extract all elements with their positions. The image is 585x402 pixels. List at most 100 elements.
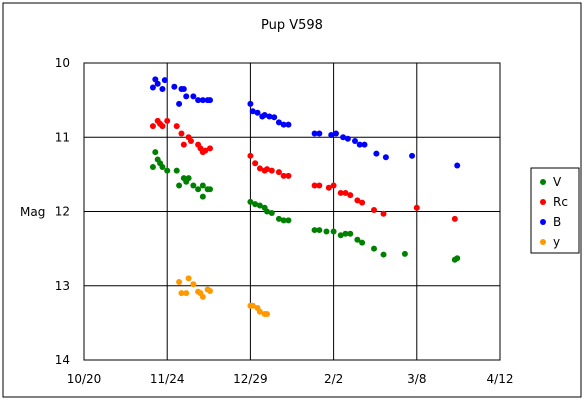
data-point	[249, 302, 256, 309]
data-point	[199, 97, 206, 104]
data-point	[199, 193, 206, 200]
data-point	[330, 228, 337, 235]
data-point	[328, 132, 335, 139]
data-point	[275, 169, 282, 176]
data-point	[256, 202, 263, 209]
legend-entries: V Rc By	[540, 175, 568, 249]
data-point	[285, 217, 292, 224]
x-tick-label: 3/8	[407, 372, 426, 386]
legend-label: B	[553, 215, 561, 229]
x-tick-label: 4/12	[487, 372, 514, 386]
data-point	[268, 209, 275, 216]
data-point	[454, 162, 461, 169]
data-point	[247, 152, 254, 159]
data-point	[190, 182, 197, 189]
data-point	[280, 217, 287, 224]
data-point	[152, 76, 159, 83]
data-point	[264, 310, 271, 317]
y-tick-label: 12	[55, 205, 70, 219]
x-tick-label: 10/20	[67, 372, 102, 386]
data-point	[190, 281, 197, 288]
data-point	[261, 111, 268, 118]
data-point	[340, 134, 347, 141]
data-point	[311, 130, 318, 137]
data-point	[285, 121, 292, 128]
data-point	[171, 83, 178, 90]
legend-marker	[540, 179, 546, 185]
data-point	[413, 204, 420, 211]
data-point	[199, 182, 206, 189]
data-point	[280, 172, 287, 179]
data-point	[185, 175, 192, 182]
plot-area-border	[83, 62, 501, 361]
legend-marker	[540, 239, 546, 245]
y-tick-label: 13	[55, 279, 70, 293]
data-point	[173, 167, 180, 174]
chart-title: Pup V598	[261, 18, 323, 33]
data-point	[264, 208, 271, 215]
y-tick-label: 10	[55, 56, 70, 70]
data-point	[275, 119, 282, 126]
data-point	[266, 113, 273, 120]
y-axis-label: Mag	[20, 205, 45, 219]
y-axis-tick-labels: 10 11 12 13 14	[55, 56, 70, 367]
legend-label: Rc	[553, 195, 568, 209]
series-b	[149, 76, 461, 169]
data-point	[173, 123, 180, 130]
data-point	[330, 182, 337, 189]
data-point	[149, 163, 156, 170]
data-point	[252, 160, 259, 167]
data-point	[454, 255, 461, 262]
data-point	[254, 109, 261, 116]
data-point	[380, 210, 387, 217]
data-point	[149, 123, 156, 130]
data-point	[159, 85, 166, 92]
data-point	[268, 167, 275, 174]
data-point	[354, 236, 361, 243]
data-point	[347, 192, 354, 199]
data-point	[332, 130, 339, 137]
data-point	[249, 108, 256, 115]
data-point	[401, 250, 408, 257]
series-rc	[149, 117, 458, 222]
data-point	[361, 141, 368, 148]
data-point	[178, 130, 185, 137]
data-point	[371, 207, 378, 214]
data-point	[373, 150, 380, 157]
data-point	[359, 199, 366, 206]
data-point	[285, 172, 292, 179]
data-point	[247, 100, 254, 107]
legend-marker	[540, 219, 546, 225]
data-point	[359, 239, 366, 246]
data-point	[159, 123, 166, 130]
data-point	[164, 117, 171, 124]
data-point	[206, 97, 213, 104]
data-point	[382, 154, 389, 161]
y-tick-label: 14	[55, 353, 70, 367]
data-point	[149, 84, 156, 91]
data-point	[190, 93, 197, 100]
data-point	[206, 145, 213, 152]
x-axis-tick-labels: 10/20 11/24 12/29 2/2 3/8 4/12	[67, 372, 514, 386]
data-point	[154, 80, 161, 87]
data-point	[337, 189, 344, 196]
data-point	[183, 290, 190, 297]
data-point	[325, 184, 332, 191]
data-point	[195, 97, 202, 104]
data-point	[316, 227, 323, 234]
x-tick-label: 11/24	[150, 372, 185, 386]
data-point	[275, 215, 282, 222]
data-point	[354, 197, 361, 204]
data-point	[252, 201, 259, 208]
data-point	[256, 308, 263, 315]
data-point	[316, 182, 323, 189]
data-point	[178, 290, 185, 297]
data-point	[264, 166, 271, 173]
data-point	[311, 182, 318, 189]
data-point	[342, 230, 349, 237]
legend-marker	[540, 199, 546, 205]
data-point	[323, 228, 330, 235]
data-point	[247, 198, 254, 205]
series-v	[149, 149, 461, 263]
